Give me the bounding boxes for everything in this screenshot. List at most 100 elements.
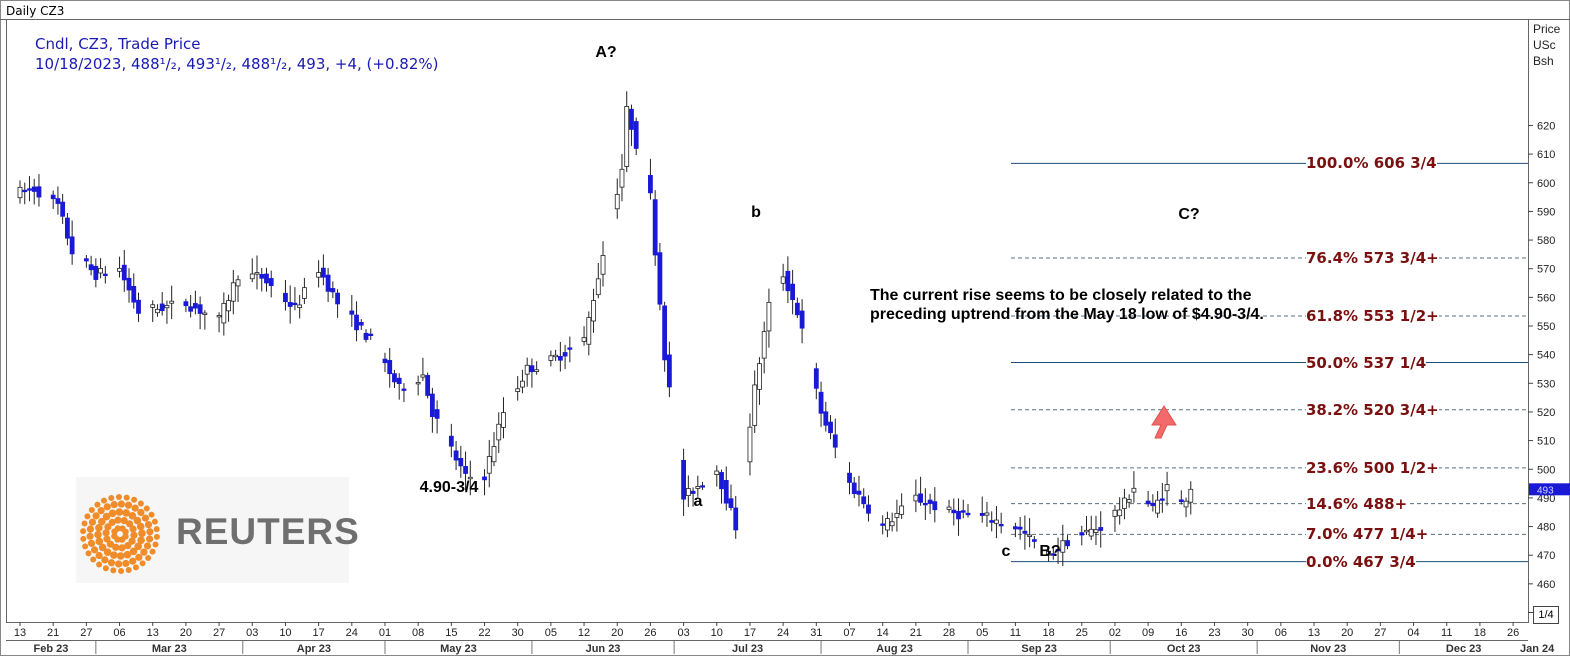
fib-price: 573 3/4+ [1358, 248, 1439, 267]
candle-body [951, 509, 957, 514]
candle-body [600, 255, 606, 275]
candle-body [349, 310, 355, 315]
page-indicator[interactable]: 1/4 [1533, 606, 1559, 624]
logo-dot [132, 564, 139, 571]
y-tick-label: 490 [1537, 493, 1555, 505]
fib-label: 14.6% 488+ [1306, 494, 1408, 513]
fib-label: 50.0% 537 1/4 [1306, 353, 1427, 372]
logo-dot [115, 560, 123, 568]
candle-body [420, 374, 426, 378]
candle-body [534, 369, 540, 372]
x-month-label: Sep 23 [1021, 643, 1056, 655]
logo-dot [108, 518, 116, 526]
candle-body [448, 435, 454, 447]
candle-body [301, 287, 307, 299]
candle-body [387, 360, 393, 375]
candle-body [458, 458, 464, 467]
logo-dot [129, 557, 137, 565]
candle-body [1145, 500, 1151, 505]
candle-body [50, 194, 56, 200]
candle-body [690, 490, 696, 494]
candle-body [851, 482, 857, 494]
candle-body [463, 466, 468, 474]
candle-body [1046, 550, 1051, 556]
candle-body [894, 512, 900, 518]
candle-body [425, 375, 431, 396]
x-tick-label: 20 [180, 627, 192, 639]
x-month-label: Nov 23 [1310, 643, 1346, 655]
candle-body [728, 498, 734, 508]
logo-dot [144, 521, 153, 529]
candle-body [624, 106, 630, 167]
logo-dot [103, 535, 111, 543]
logo-dot [110, 567, 117, 574]
candle-body [382, 358, 388, 364]
logo-dot [94, 501, 101, 508]
candle-body [652, 199, 658, 256]
logo-dot [145, 554, 152, 561]
candle-body [401, 388, 407, 391]
wave-label-C: C? [1178, 206, 1200, 223]
candle-body [989, 520, 995, 523]
logo-dot [118, 536, 126, 543]
logo-dot [104, 523, 112, 531]
candle-body [595, 278, 601, 296]
logo-dot [94, 530, 102, 539]
x-tick-label: 27 [1374, 627, 1386, 639]
candle-body [1150, 502, 1156, 507]
candle-body [780, 276, 786, 284]
x-month-label: Aug 23 [876, 643, 913, 655]
candle-body [885, 518, 890, 531]
x-tick-label: 27 [80, 627, 92, 639]
logo-dot [106, 540, 114, 548]
price-axis: 4504604704804905005105205305405505605705… [1528, 120, 1570, 620]
info-line-ohlc: 10/18/2023, 488¹/₂, 493¹/₂, 488¹/₂, 493,… [35, 55, 439, 73]
candle-body [657, 252, 663, 305]
candle-body [913, 494, 919, 502]
candle-body [150, 304, 156, 308]
y-tick-label: 590 [1537, 206, 1555, 218]
commentary-text: The current rise seems to be closely rel… [870, 286, 1330, 324]
y-tick-label: 530 [1537, 378, 1555, 390]
candle-body [1088, 528, 1094, 537]
candle-body [264, 273, 269, 284]
candle-body [467, 476, 473, 480]
candle-body [548, 355, 554, 361]
y-tick-label: 550 [1537, 321, 1555, 333]
fib-pct: 61.8% [1306, 306, 1359, 325]
candle-body [832, 434, 838, 448]
logo-dot [102, 512, 111, 521]
x-month-label: Dec 23 [1446, 643, 1481, 655]
logo-dot [101, 556, 109, 564]
x-tick-label: 02 [1109, 627, 1121, 639]
candle-body [1050, 553, 1056, 556]
candle-body [482, 476, 487, 481]
candle-body [69, 236, 75, 255]
y-tick-label: 570 [1537, 264, 1555, 276]
candle-body [325, 274, 331, 292]
x-tick-label: 06 [1275, 627, 1287, 639]
fib-price: 537 1/4 [1358, 353, 1427, 372]
x-tick-label: 28 [943, 627, 955, 639]
candle-body [619, 168, 625, 188]
logo-dot [140, 548, 148, 556]
fibonacci-lines [1011, 162, 1528, 563]
logo-dot [124, 501, 133, 509]
candle-body [794, 302, 800, 316]
candle-body [629, 108, 634, 130]
candle-body [856, 490, 862, 495]
logo-dot [87, 539, 96, 547]
candle-body [1084, 529, 1089, 533]
logo-dot [153, 533, 160, 540]
logo-dot [103, 503, 111, 511]
candle-body [946, 506, 952, 510]
candle-body [520, 380, 525, 388]
candle-body [761, 331, 767, 359]
commentary-line-2: preceding uptrend from the May 18 low of… [870, 306, 1264, 323]
logo-dot [137, 536, 145, 544]
y-tick-label: 460 [1537, 579, 1555, 591]
fib-pct: 0.0% [1306, 552, 1348, 571]
candle-body [136, 299, 141, 314]
logo-dot [108, 495, 115, 502]
logo-dot [90, 546, 99, 554]
